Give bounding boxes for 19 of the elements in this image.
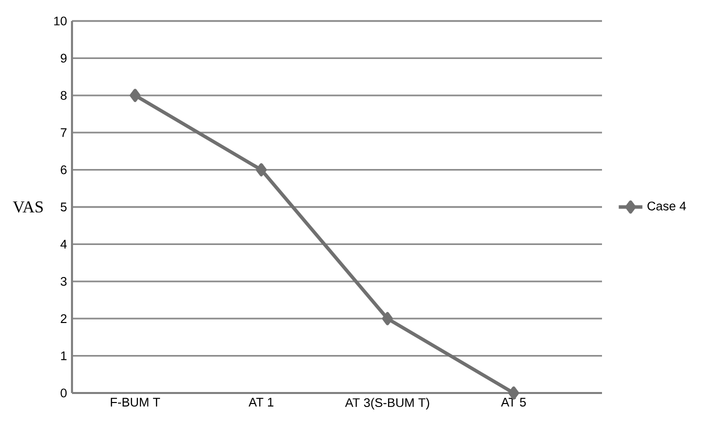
x-tick-label: AT 1: [248, 398, 274, 406]
y-tick-label: 7: [60, 128, 66, 137]
x-tick-label: F-BUM T: [110, 398, 160, 407]
y-tick-label: 9: [60, 54, 67, 63]
point: [382, 312, 393, 326]
y-axis-title: VAS: [12, 201, 43, 213]
y-tick-label: 8: [60, 90, 67, 100]
y-tick-label: 0: [60, 388, 67, 398]
x-tick-label: AT 3(S-BUM T): [345, 398, 430, 410]
y-tick-label: 6: [60, 165, 67, 174]
point: [256, 163, 267, 176]
y-tick-label: 2: [60, 314, 66, 323]
y-tick-label: 10: [54, 16, 67, 26]
y-tick-label: 5: [60, 202, 67, 212]
legend-label: Case 4: [648, 202, 686, 210]
y-tick-label: 3: [60, 276, 67, 286]
y-tick-label: 1: [61, 352, 66, 360]
y-tick-label: 4: [60, 240, 67, 248]
point: [130, 88, 140, 102]
